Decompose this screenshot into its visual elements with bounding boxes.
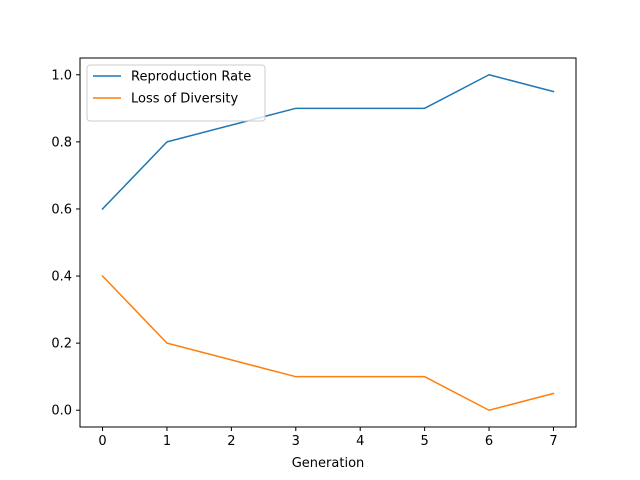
x-tick-label: 2	[227, 434, 235, 449]
x-tick-label: 1	[163, 434, 171, 449]
ticks: 0 1 2 3 4 5 6 7 0.0 0.2 0.4 0.6 0.8 1.0	[51, 68, 557, 449]
series-lines	[101, 74, 555, 411]
x-tick-label: 5	[420, 434, 428, 449]
legend-label: Loss of Diversity	[131, 92, 238, 107]
x-tick-label: 6	[485, 434, 493, 449]
x-tick-label: 0	[98, 434, 106, 449]
legend-box	[86, 64, 266, 122]
x-tick-label: 7	[549, 434, 557, 449]
series-line-2	[101, 274, 555, 411]
y-tick-label: 0.6	[51, 202, 72, 217]
x-tick-label: 3	[292, 434, 300, 449]
y-tick-label: 0.2	[51, 337, 72, 352]
series-line-1	[101, 74, 555, 211]
legend-label: Reproduction Rate	[131, 70, 251, 85]
y-tick-label: 0.0	[51, 404, 72, 419]
y-tick-label: 1.0	[51, 68, 72, 83]
plot-frame	[79, 57, 577, 428]
x-axis-label: Generation	[292, 456, 365, 471]
y-tick-label: 0.4	[51, 270, 72, 285]
axes	[79, 57, 577, 428]
x-tick-label: 4	[356, 434, 364, 449]
legend: Reproduction Rate Loss of Diversity	[86, 64, 266, 122]
y-tick-label: 0.8	[51, 135, 72, 150]
